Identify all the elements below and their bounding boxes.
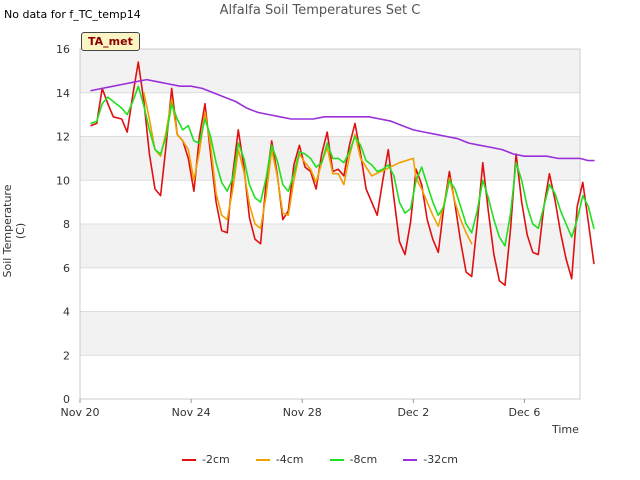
y-tick-label: 14 (56, 87, 70, 100)
plot-frame (79, 48, 581, 400)
station-tag: TA_met (81, 32, 140, 51)
x-axis-ticks: Nov 20 Nov 24 Nov 28 Dec 2 Dec 6 (61, 399, 541, 419)
legend-item-2cm[interactable]: -2cm (182, 453, 230, 466)
legend: -2cm -4cm -8cm -32cm (0, 453, 640, 466)
y-tick-label: 8 (63, 218, 70, 231)
legend-item-32cm[interactable]: -32cm (403, 453, 458, 466)
y-axis-ticks: 0 2 4 6 8 10 12 14 16 (56, 43, 70, 406)
legend-label-8cm: -8cm (349, 453, 378, 466)
y-tick-label: 10 (56, 174, 70, 187)
chart-title: Alfalfa Soil Temperatures Set C (219, 3, 421, 18)
x-axis-label: Time (552, 423, 579, 436)
band-0 (80, 355, 580, 399)
legend-swatch-8cm (329, 458, 344, 461)
band-8 (80, 180, 580, 224)
series-line-32cm (90, 78, 595, 162)
x-tick-label: Dec 6 (509, 406, 541, 419)
x-tick-label: Nov 20 (61, 406, 100, 419)
y-tick-label: 16 (56, 43, 70, 56)
band-4 (80, 267, 580, 312)
legend-swatch-32cm (403, 458, 418, 461)
band-14 (80, 49, 580, 93)
series-lines (90, 61, 595, 287)
y-axis-label: Soil Temperature (C) (1, 184, 27, 278)
legend-label-2cm: -2cm (202, 453, 230, 466)
y-tick-label: 6 (63, 262, 70, 275)
x-tick-label: Nov 24 (172, 406, 211, 419)
x-tick-label: Dec 2 (397, 406, 429, 419)
legend-label-32cm: -32cm (423, 453, 458, 466)
band-2 (80, 311, 580, 356)
no-data-note: No data for f_TC_temp14 (4, 8, 141, 21)
legend-swatch-4cm (255, 458, 270, 461)
band-6 (80, 224, 580, 268)
legend-swatch-2cm (182, 458, 197, 461)
y-tick-label: 4 (63, 306, 70, 319)
background-bands (80, 49, 580, 399)
series-line-4cm (143, 92, 473, 245)
legend-label-4cm: -4cm (275, 453, 304, 466)
band-12 (80, 92, 580, 137)
y-tick-label: 12 (56, 131, 70, 144)
legend-item-4cm[interactable]: -4cm (255, 453, 304, 466)
series-line-8cm (90, 85, 595, 247)
y-tick-label: 0 (63, 393, 70, 406)
x-tick-label: Nov 28 (283, 406, 322, 419)
legend-item-8cm[interactable]: -8cm (329, 453, 378, 466)
y-tick-label: 2 (63, 349, 70, 362)
